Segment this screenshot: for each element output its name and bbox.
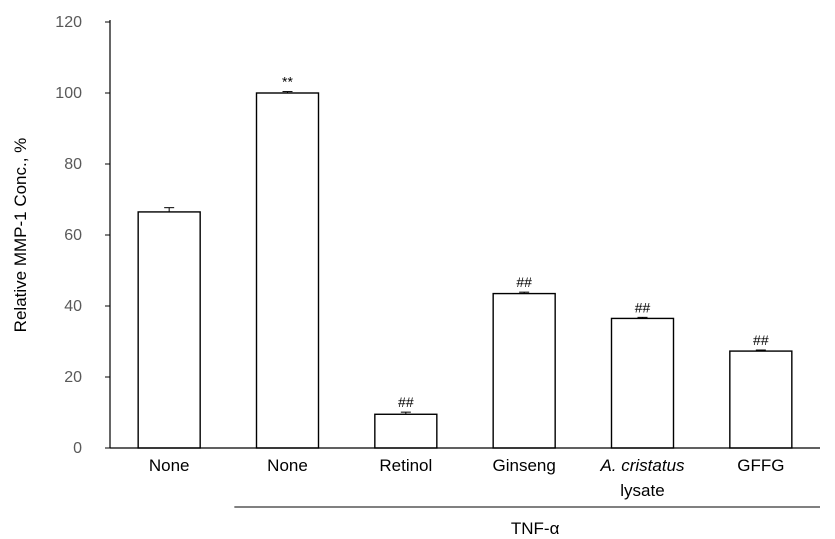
bar <box>729 350 793 449</box>
significance-label: ## <box>398 394 414 410</box>
bar <box>492 292 556 449</box>
y-tick-label: 80 <box>64 156 82 173</box>
bar <box>137 211 201 449</box>
y-tick-label: 40 <box>64 298 82 315</box>
bar <box>610 317 675 449</box>
y-tick-label: 60 <box>64 227 82 244</box>
y-axis-title: Relative MMP-1 Conc., % <box>11 138 30 333</box>
y-tick-label: 20 <box>64 369 82 386</box>
category-label-group: None None Retinol Ginseng A. cristatus lysate… <box>149 456 785 500</box>
category-label: A. cristatus <box>599 456 685 475</box>
significance-label: ## <box>516 274 532 290</box>
bar <box>374 413 438 449</box>
y-tick-label: 0 <box>73 440 82 457</box>
y-tick-group: 0 20 40 60 80 100 120 <box>55 14 110 457</box>
category-label: Retinol <box>379 456 432 475</box>
category-label-line2: lysate <box>620 481 664 500</box>
significance-label: ** <box>282 74 293 90</box>
category-label: Ginseng <box>493 456 556 475</box>
bar <box>255 92 320 449</box>
significance-label: ## <box>753 332 769 348</box>
treatment-group-label: TNF-α <box>511 519 560 538</box>
y-tick-label: 120 <box>55 14 82 31</box>
category-label: None <box>149 456 190 475</box>
category-label: None <box>267 456 308 475</box>
bar-group: ** ## ## ## ## <box>137 74 793 449</box>
y-tick-label: 100 <box>55 85 82 102</box>
category-label: GFFG <box>737 456 784 475</box>
significance-label: ## <box>635 299 651 315</box>
